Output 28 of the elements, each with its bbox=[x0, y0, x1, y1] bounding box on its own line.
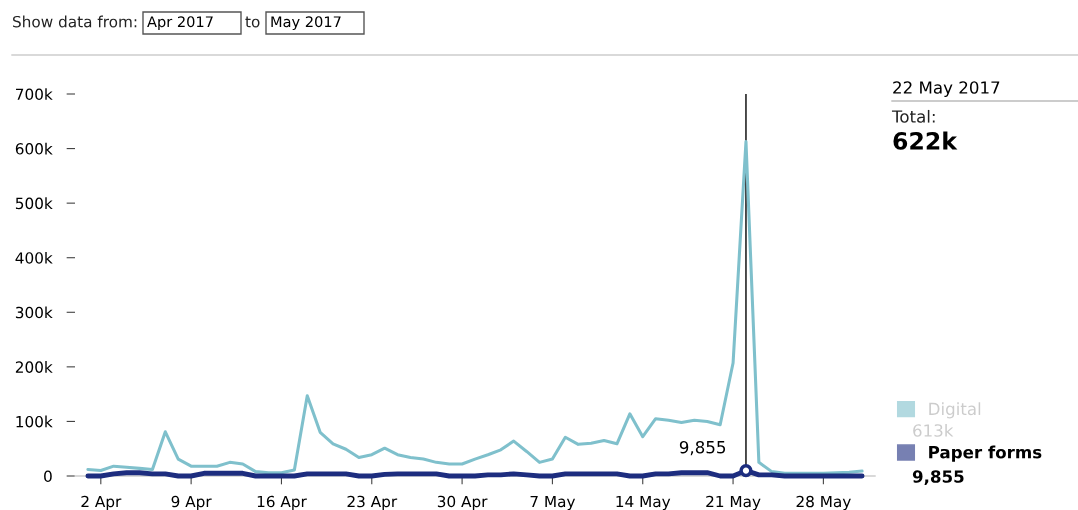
text: 9,855 bbox=[912, 470, 964, 485]
y-tick-label: 0 bbox=[44, 470, 52, 483]
y-tick-label: 700k bbox=[16, 88, 53, 101]
y-tick-label: 500k bbox=[15, 197, 53, 210]
x-tick-label: 2 Apr bbox=[81, 495, 122, 510]
y-tick-label: 200k bbox=[15, 361, 53, 373]
x-tick-label: 16 Apr bbox=[257, 495, 307, 510]
x-tick-label: 9 Apr bbox=[171, 495, 212, 510]
x-tick-label: 14 May bbox=[616, 495, 671, 510]
y-tick-label: 400k bbox=[15, 251, 53, 264]
ref-line-label: 22 May 2017 bbox=[893, 81, 1000, 98]
text: Show data from: bbox=[13, 15, 137, 28]
x-tick-label: 28 May bbox=[796, 495, 851, 510]
y-tick-label: 300k bbox=[15, 306, 53, 319]
text: to bbox=[245, 16, 260, 28]
x-tick-label: 21 May bbox=[706, 495, 761, 510]
text: Apr 2017 bbox=[147, 16, 213, 31]
x-tick-label: 30 Apr bbox=[437, 495, 488, 510]
text: Total: bbox=[891, 109, 935, 123]
legend-label: Paper forms bbox=[929, 445, 1042, 462]
text: May 2017 bbox=[271, 16, 341, 31]
text: 622k bbox=[893, 131, 958, 150]
y-tick-label: 100k bbox=[16, 415, 53, 428]
x-tick-label: 7 May bbox=[530, 495, 576, 510]
annotation: 9,855 bbox=[679, 440, 726, 456]
line-series bbox=[86, 139, 864, 475]
x-tick-label: 23 Apr bbox=[347, 495, 398, 510]
y-tick-label: 600k bbox=[15, 142, 53, 155]
